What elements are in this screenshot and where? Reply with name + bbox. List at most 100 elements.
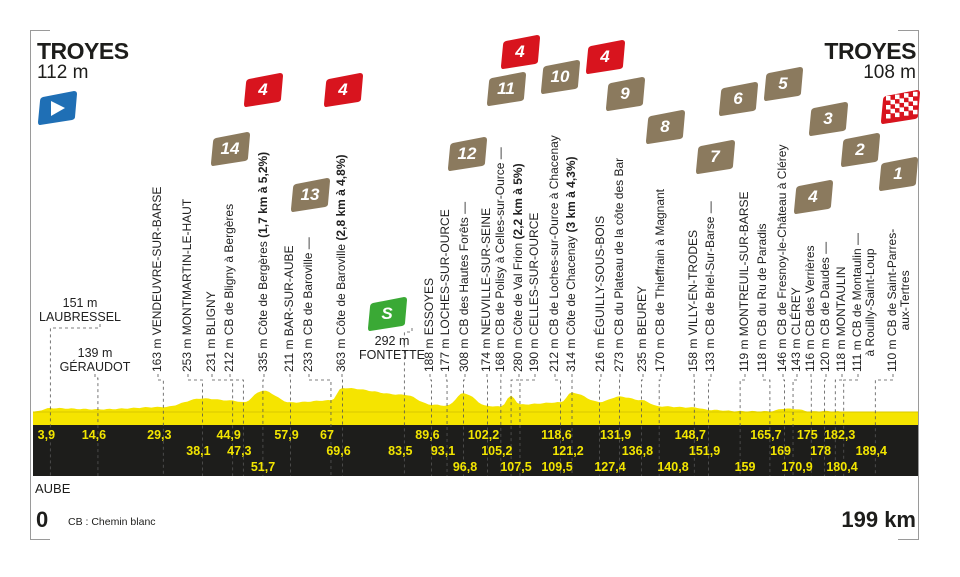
leader-line [782, 374, 785, 476]
waypoint-label: 280 m Côte de Val Frion (2,2 km à 5%) [511, 163, 525, 372]
km-label: 127,4 [594, 460, 626, 474]
km-label: 38,1 [186, 444, 211, 458]
waypoint-label: 146 m CB de Fresnoy-le-Château à Clérey [775, 145, 789, 372]
waypoint-altitude: 120 m [818, 338, 832, 372]
badge-text: 12 [457, 144, 477, 163]
leader-line [640, 374, 644, 476]
waypoint-altitude: 163 m [150, 338, 164, 372]
waypoint-altitude: 335 m [256, 338, 270, 372]
badge-text: 5 [778, 74, 788, 93]
frame-top-right [898, 30, 918, 31]
frame-bottom-left [30, 539, 50, 540]
leader-line [262, 374, 265, 476]
badge-text: 9 [620, 84, 630, 103]
waypoint-name-line2: à Rouilly-Saint-Loup [863, 248, 877, 357]
waypoint-label: 158 m VILLY-EN-TRODES [686, 229, 700, 372]
waypoint-altitude: 273 m [612, 338, 626, 372]
finish-town: TROYES [824, 38, 916, 64]
km-label: 69,6 [326, 444, 351, 458]
waypoint-name: BEUREY [635, 285, 649, 336]
waypoint-name: VILLY-EN-TRODES [686, 229, 700, 336]
waypoint-altitude: 235 m [635, 338, 649, 372]
km-label: 44,9 [216, 428, 241, 442]
waypoint-label: 133 m CB de Briel-Sur-Barse — [703, 201, 717, 372]
waypoint-name: CB de Polisy à Celles-sur-Ource — [493, 147, 507, 336]
km-label: 165,7 [750, 428, 782, 442]
km-label: 29,3 [147, 428, 172, 442]
waypoint-label: 170 m CB de Thieffrain à Magnant [653, 189, 667, 372]
leader-line [510, 374, 520, 476]
waypoint-altitude: 253 m [180, 338, 194, 372]
waypoint-altitude: 170 m [653, 338, 667, 372]
waypoint-label: 314 m Côte de Chacenay (3 km à 4,3%) [564, 157, 578, 373]
leader-line [486, 374, 488, 476]
badge-text: S [381, 304, 393, 323]
leader-line [157, 374, 164, 476]
leader-line [834, 374, 843, 476]
waypoint-label: 253 m MONTMARTIN-LE-HAUT [180, 199, 194, 372]
km-label: 96,8 [452, 460, 478, 474]
waypoint-name: Côte de Val Frion [511, 242, 525, 336]
waypoint-altitude: 177 m [438, 338, 452, 372]
leader-line [658, 374, 662, 476]
km-label: 107,5 [500, 460, 532, 474]
badge-text: 4 [600, 47, 610, 66]
climb-category-4-badge: 4 [243, 73, 283, 107]
km-label: 47,3 [227, 444, 252, 458]
waypoint-label: 119 m MONTREUIL-SUR-BARSE [737, 192, 751, 373]
waypoint-altitude: 216 m [593, 338, 607, 372]
leader-line [49, 324, 101, 476]
leader-line [341, 374, 343, 476]
waypoint-altitude: 151 m [62, 296, 98, 310]
badge-text: 4 [258, 80, 268, 99]
waypoint-name: LAUBRESSEL [39, 310, 121, 324]
waypoint-altitude: 188 m [422, 338, 436, 372]
waypoint-label: 211 m BAR-SUR-AUBE [282, 245, 296, 373]
waypoint-altitude: 133 m [703, 338, 717, 372]
km-label: 131,9 [599, 428, 632, 442]
km-label: 189,4 [855, 444, 887, 458]
waypoint-name: CB des Hautes Forêts — [457, 201, 471, 336]
waypoint-label: 139 m GÉRAUDOT [60, 346, 131, 374]
gravel-sector-badge: 2 [840, 133, 880, 167]
waypoint-altitude: 231 m [204, 338, 218, 372]
waypoint-altitude: 119 m [737, 339, 751, 372]
waypoint-label: 335 m Côte de Bergères (1,7 km à 5,2%) [256, 151, 270, 372]
waypoint-label: 231 m BLIGNY [204, 291, 218, 372]
climb-detail: (1,7 km à 5,2%) [256, 151, 270, 238]
waypoint-name: CB de Daudes — [818, 241, 832, 336]
leader-line [843, 374, 859, 476]
waypoint-altitude: 111 m [850, 340, 864, 372]
waypoint-name: CB du Plateau de la côte des Bar [612, 157, 626, 336]
leader-line [308, 374, 332, 476]
waypoint-name: CB de Loches-sur-Ource à Chacenay [547, 135, 561, 336]
km-label: 170,9 [781, 460, 813, 474]
waypoint-label: 363 m Côte de Baroville (2,8 km à 4,8%) [334, 155, 348, 372]
waypoint-altitude: 212 m [222, 338, 236, 372]
leader-line [739, 374, 746, 476]
waypoint-label: 292 m FONTETTE [359, 334, 425, 362]
frame-left [30, 30, 31, 540]
km-label: 136,8 [621, 444, 654, 458]
km-label: 102,2 [467, 428, 500, 442]
intermediate-sprint-badge: S [367, 297, 407, 331]
waypoint-label: 118 m CB du Ru de Paradis [755, 223, 769, 372]
leader-line [792, 374, 798, 476]
waypoint-name: BAR-SUR-AUBE [282, 245, 296, 337]
leader-line [824, 374, 827, 476]
waypoint-label: 120 m CB de Daudes — [818, 241, 832, 372]
leader-line [445, 374, 448, 476]
km-label: 175 [796, 428, 818, 442]
waypoint-altitude: 158 m [686, 338, 700, 372]
badge-text: 3 [823, 109, 833, 128]
km-label: 148,7 [674, 428, 706, 442]
km-label: 14,6 [81, 428, 107, 442]
frame-top-left [30, 30, 50, 31]
waypoint-name: LOCHES-SUR-OURCE [438, 209, 452, 336]
waypoint-label: 111 m CB de Montaulin — à Rouilly-Saint-L… [850, 233, 877, 372]
waypoint-altitude: 118 m [755, 339, 769, 372]
start-town: TROYES [37, 38, 129, 64]
km-label: 121,2 [552, 444, 584, 458]
waypoint-altitude: 168 m [493, 338, 507, 372]
